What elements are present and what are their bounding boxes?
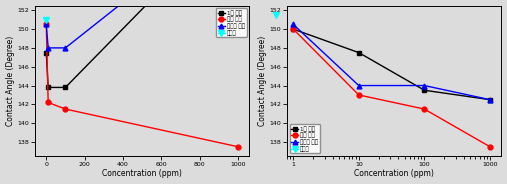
나드룸 세제 bbox=[421, 84, 427, 87]
1종 세제 bbox=[290, 28, 296, 30]
압룜 세제 bbox=[235, 146, 241, 148]
나드룸 세제 bbox=[62, 47, 68, 49]
나드룸 세제 bbox=[487, 99, 493, 101]
압룜 세제 bbox=[356, 94, 362, 96]
나드룸 세제 bbox=[43, 23, 49, 25]
나드룸 세제 bbox=[356, 84, 362, 87]
Line: 압룜 세제: 압룜 세제 bbox=[44, 22, 240, 149]
Line: 압룜 세제: 압룜 세제 bbox=[291, 27, 492, 149]
Line: 나드룸 세제: 나드룸 세제 bbox=[291, 22, 492, 102]
Line: 1종 세제: 1종 세제 bbox=[291, 27, 492, 102]
1종 세제 bbox=[43, 52, 49, 54]
1종 세제 bbox=[62, 86, 68, 89]
Legend: 1종 세제, 압룜 세제, 나드룸 세제, 초순수: 1종 세제, 압룜 세제, 나드룸 세제, 초순수 bbox=[216, 8, 246, 37]
나드룸 세제 bbox=[290, 23, 296, 25]
1종 세제 bbox=[421, 89, 427, 91]
Legend: 1종 세제, 압룜 세제, 나드룸 세제, 초순수: 1종 세제, 압룜 세제, 나드룸 세제, 초순수 bbox=[289, 124, 320, 153]
나드룸 세제 bbox=[45, 47, 51, 49]
Y-axis label: Contact Angle (Degree): Contact Angle (Degree) bbox=[6, 36, 15, 126]
1종 세제 bbox=[487, 99, 493, 101]
압룜 세제 bbox=[62, 108, 68, 110]
압룜 세제 bbox=[290, 28, 296, 30]
압룜 세제 bbox=[487, 146, 493, 148]
1종 세제 bbox=[356, 52, 362, 54]
X-axis label: Concentration (ppm): Concentration (ppm) bbox=[354, 169, 434, 178]
Line: 1종 세제: 1종 세제 bbox=[44, 0, 240, 90]
압룜 세제 bbox=[43, 23, 49, 25]
Y-axis label: Contact Angle (Degree): Contact Angle (Degree) bbox=[258, 36, 267, 126]
압룜 세제 bbox=[421, 108, 427, 110]
1종 세제 bbox=[45, 86, 51, 89]
X-axis label: Concentration (ppm): Concentration (ppm) bbox=[102, 169, 182, 178]
Line: 나드룸 세제: 나드룸 세제 bbox=[44, 0, 240, 50]
압룜 세제 bbox=[45, 101, 51, 104]
